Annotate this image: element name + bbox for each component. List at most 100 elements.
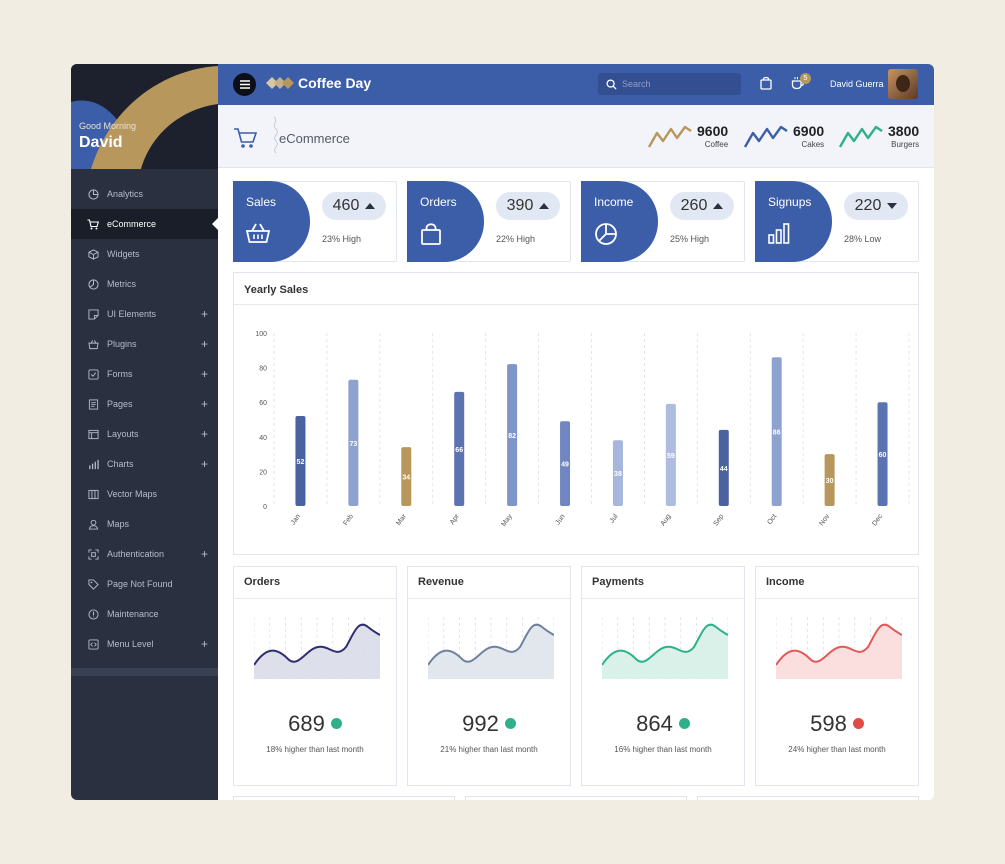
stat-burgers: 3800 Burgers: [838, 123, 919, 149]
x-tick-label: Jun: [554, 513, 566, 526]
bar-mar: [401, 447, 412, 506]
kpi-card-income[interactable]: Income 260 25% High: [581, 181, 745, 262]
bag-icon: [420, 222, 442, 251]
user-name[interactable]: David Guerra: [830, 79, 884, 89]
sidebar-item-vector-maps[interactable]: Vector Maps: [71, 479, 218, 509]
sidebar-item-label: Menu Level: [107, 639, 154, 649]
trend-down-icon: [887, 203, 898, 209]
revenue-sparkline: [428, 617, 554, 679]
expand-icon[interactable]: +: [200, 307, 208, 321]
expand-icon[interactable]: +: [200, 397, 208, 411]
sparkline-area: [428, 624, 554, 679]
sidebar-scrollbar[interactable]: [71, 668, 218, 676]
sidebar-item-pages[interactable]: Pages +: [71, 389, 218, 419]
bar-aug: [665, 403, 676, 506]
kpi-value-pill: 460: [322, 192, 386, 220]
trend-up-icon: [365, 203, 376, 209]
sidebar-item-charts[interactable]: Charts +: [71, 449, 218, 479]
sidebar-item-plugins[interactable]: Plugins +: [71, 329, 218, 359]
bar-dec: [877, 402, 888, 506]
sidebar-item-label: Authentication: [107, 549, 165, 559]
sidebar-item-maintenance[interactable]: Maintenance: [71, 599, 218, 629]
card-title: Yearly Sales: [244, 284, 309, 296]
expand-icon[interactable]: +: [200, 457, 208, 471]
bar-sep: [718, 429, 729, 506]
x-tick-label: Nov: [818, 513, 831, 528]
kpi-card-signups[interactable]: Signups 220 28% Low: [755, 181, 919, 262]
x-tick-label: Jan: [290, 513, 302, 526]
pie-icon: [87, 188, 99, 200]
kpi-title: Sales: [246, 195, 277, 209]
card-title: Orders: [244, 576, 281, 588]
kpi-title: Orders: [420, 195, 457, 209]
sidebar-item-widgets[interactable]: Widgets: [71, 239, 218, 269]
stat-label: Coffee: [704, 139, 729, 149]
basket-icon: [245, 222, 271, 249]
sidebar-item-label: Layouts: [107, 429, 139, 439]
sparkline-line: [428, 623, 554, 666]
pie-icon: [87, 278, 99, 290]
data-label: 60: [879, 452, 887, 459]
box-icon: [87, 248, 99, 260]
expand-icon[interactable]: +: [200, 337, 208, 351]
sidebar-item-metrics[interactable]: Metrics: [71, 269, 218, 299]
kpi-change: 22% High: [496, 234, 536, 244]
sparkline-area: [602, 624, 728, 679]
code-icon: [87, 638, 99, 650]
columns-icon: [87, 488, 99, 500]
sidebar-item-menu-level[interactable]: Menu Level +: [71, 629, 218, 659]
shopping-bag-icon[interactable]: [760, 76, 772, 95]
notification-badge: 5: [800, 73, 811, 84]
sticky-icon: [87, 308, 99, 320]
expand-icon[interactable]: +: [200, 427, 208, 441]
sidebar-item-authentication[interactable]: Authentication +: [71, 539, 218, 569]
card-caption: 18% higher than last month: [266, 745, 364, 754]
y-tick-label: 100: [255, 331, 267, 338]
card-orders: Orders 689 18% higher than last month: [233, 566, 397, 786]
sidebar-item-analytics[interactable]: Analytics: [71, 179, 218, 209]
bar-jan: [295, 416, 306, 506]
card-caption: 16% higher than last month: [614, 745, 712, 754]
avatar[interactable]: [888, 69, 918, 99]
trend-up-icon: [504, 717, 516, 729]
sparkline-line: [602, 623, 728, 666]
sidebar-item-page-not-found[interactable]: Page Not Found: [71, 569, 218, 599]
pie-icon: [594, 222, 618, 251]
app-title: Coffee Day: [298, 75, 372, 91]
kpi-value: 220: [854, 197, 882, 214]
card-caption: 24% higher than last month: [788, 745, 886, 754]
stat-label: Burgers: [891, 139, 920, 149]
card-revenue: Revenue 992 21% higher than last month: [407, 566, 571, 786]
sidebar-item-label: Widgets: [107, 249, 140, 259]
sidebar-item-layouts[interactable]: Layouts +: [71, 419, 218, 449]
search-box[interactable]: [598, 73, 741, 95]
y-tick-label: 20: [259, 469, 267, 476]
x-tick-label: Dec: [871, 513, 884, 528]
card-caption: 21% higher than last month: [440, 745, 538, 754]
menu-toggle-button[interactable]: [233, 73, 256, 96]
expand-icon[interactable]: +: [200, 547, 208, 561]
qr-icon: [87, 548, 99, 560]
data-label: 59: [667, 453, 675, 460]
expand-icon[interactable]: +: [200, 367, 208, 381]
person-icon: [87, 518, 99, 530]
sidebar-item-maps[interactable]: Maps: [71, 509, 218, 539]
y-tick-label: 0: [263, 504, 267, 511]
data-label: 66: [455, 447, 463, 454]
data-label: 44: [720, 466, 728, 473]
x-tick-label: Oct: [766, 513, 778, 526]
sidebar-item-forms[interactable]: Forms +: [71, 359, 218, 389]
card-payments: Payments 864 16% higher than last month: [581, 566, 745, 786]
sidebar-item-ui-elements[interactable]: UI Elements +: [71, 299, 218, 329]
data-label: 49: [561, 462, 569, 469]
expand-icon[interactable]: +: [200, 637, 208, 651]
top-bar: Coffee Day 5 David Guerra: [218, 64, 934, 105]
app-logo[interactable]: Coffee Day: [266, 75, 371, 91]
kpi-card-sales[interactable]: Sales 460 23% High: [233, 181, 397, 262]
data-label: 73: [349, 441, 357, 448]
x-tick-label: Jul: [609, 513, 620, 525]
kpi-card-orders[interactable]: Orders 390 22% High: [407, 181, 571, 262]
sidebar-item-ecommerce[interactable]: eCommerce: [71, 209, 218, 239]
bar-jul: [612, 440, 623, 506]
search-input[interactable]: [622, 79, 732, 89]
